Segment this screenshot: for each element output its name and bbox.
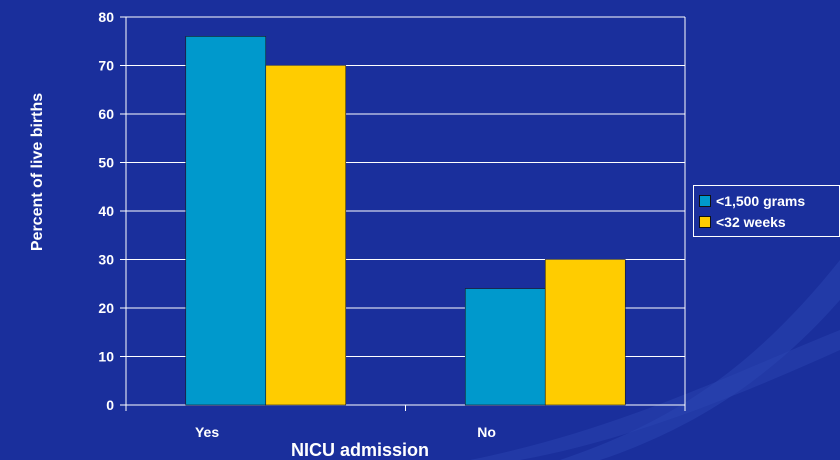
y-axis-label: Percent of live births — [29, 93, 46, 251]
legend-swatch-series-1 — [699, 194, 711, 207]
legend-item-series-2: <32 weeks — [699, 211, 839, 232]
y-tick-label: 70 — [98, 58, 114, 74]
x-axis-label: NICU admission — [291, 440, 429, 460]
y-tick-labels: 0 10 20 30 40 50 60 70 80 — [98, 9, 114, 413]
y-tick-label: 50 — [98, 155, 114, 171]
legend-swatch-series-2 — [699, 215, 711, 228]
bars — [185, 36, 626, 406]
y-tick-label: 20 — [98, 300, 114, 316]
y-tick-label: 0 — [106, 397, 114, 413]
y-tick-label: 30 — [98, 252, 114, 268]
y-tick-label: 80 — [98, 9, 114, 25]
legend-label-series-2: <32 weeks — [716, 213, 786, 230]
bar-yes-series-2 — [265, 65, 347, 406]
bar-yes-series-1 — [185, 36, 267, 406]
y-tick-label: 10 — [98, 349, 114, 365]
legend-label-series-1: <1,500 grams — [716, 192, 806, 209]
x-tick-label: No — [477, 424, 496, 440]
y-tick-label: 60 — [98, 106, 114, 122]
legend-item-series-1: <1,500 grams — [699, 190, 839, 211]
x-tick-labels: Yes No — [195, 424, 496, 440]
legend: <1,500 grams <32 weeks — [693, 185, 840, 237]
x-tick-label: Yes — [195, 424, 219, 440]
y-tick-label: 40 — [98, 203, 114, 219]
bar-no-series-1 — [464, 288, 546, 406]
bar-no-series-2 — [544, 259, 626, 406]
